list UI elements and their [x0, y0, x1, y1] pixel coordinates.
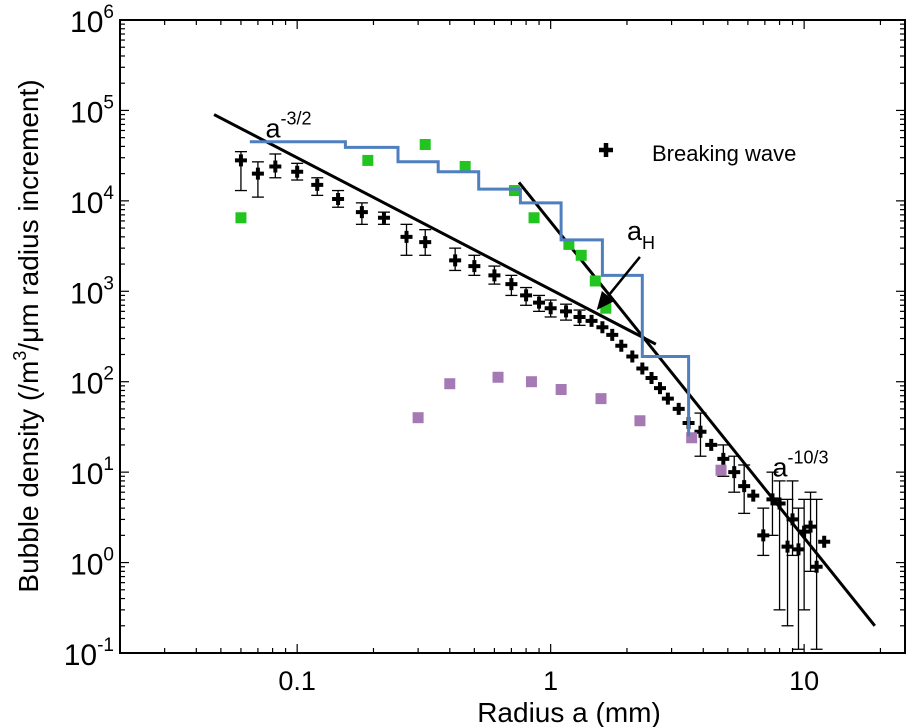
data-point [600, 302, 612, 314]
data-point [251, 167, 264, 180]
data-point [645, 371, 658, 384]
legend-label: Breaking wave [652, 141, 796, 166]
data-layer [213, 113, 876, 650]
data-point [235, 212, 247, 224]
y-tick-label: 102 [70, 364, 114, 401]
x-tick-label: 0.1 [278, 666, 316, 696]
data-point [362, 154, 374, 166]
data-point [634, 415, 646, 427]
y-axis-title: Bubble density (/m3/μm radius increment) [10, 79, 44, 592]
fit-line [213, 113, 657, 346]
data-point [573, 310, 586, 323]
annotation-arrow [607, 256, 641, 297]
data-point [400, 230, 413, 243]
data-point [560, 305, 573, 318]
x-tick-label: 1 [543, 666, 558, 696]
data-point [563, 238, 575, 250]
x-axis-title: Radius a (mm) [477, 697, 661, 727]
data-point [792, 543, 805, 556]
data-point [377, 211, 390, 224]
data-point [589, 275, 601, 287]
data-point [332, 192, 345, 205]
data-point [528, 212, 540, 224]
data-point [804, 520, 817, 533]
data-point [661, 392, 674, 405]
data-point [355, 206, 368, 219]
data-point [626, 350, 639, 363]
axis-ticks [119, 20, 905, 654]
legend-marker [599, 143, 613, 157]
data-point [672, 402, 685, 415]
data-point [773, 497, 786, 510]
data-point [818, 535, 831, 548]
data-point [419, 236, 432, 249]
data-point [412, 412, 424, 424]
data-point [488, 269, 501, 282]
data-point [596, 321, 609, 334]
y-tick-label: 104 [70, 183, 114, 220]
data-point [738, 480, 751, 493]
data-point [505, 278, 518, 291]
y-tick-label: 101 [70, 454, 114, 491]
data-point [705, 438, 718, 451]
data-point [234, 154, 247, 167]
data-point [544, 302, 557, 315]
data-point [715, 464, 727, 476]
data-point [798, 525, 811, 538]
data-point [728, 466, 741, 479]
annotation-label: a-3/2 [266, 109, 312, 144]
data-point [585, 314, 598, 327]
data-point [615, 339, 628, 352]
data-point [533, 296, 546, 309]
y-tick-label: 103 [70, 273, 114, 310]
data-point [575, 249, 587, 261]
data-point [686, 432, 698, 444]
x-tick-label: 10 [789, 666, 819, 696]
data-point [269, 160, 282, 173]
data-point [555, 384, 567, 396]
y-tick-label: 100 [70, 545, 114, 582]
plot-frame [119, 19, 906, 654]
data-point [492, 371, 504, 383]
data-point [468, 260, 481, 273]
data-point [311, 178, 324, 191]
data-point [810, 560, 823, 573]
data-point [717, 452, 730, 465]
label-layer: 0.1 1 10 106 105 104 103 102 101 100 10-1 Radius a … [10, 2, 829, 727]
step-line [249, 140, 691, 437]
data-point [595, 393, 607, 405]
data-point [636, 362, 649, 375]
data-point [781, 540, 794, 553]
data-point [525, 376, 537, 388]
data-point [444, 378, 456, 390]
y-tick-label: 105 [70, 92, 114, 129]
data-point [459, 160, 471, 172]
arrow-head [596, 291, 615, 311]
y-tick-label: 10-1 [64, 635, 114, 672]
data-point [766, 493, 779, 506]
data-point [694, 425, 707, 438]
data-point [520, 289, 533, 302]
data-point [653, 382, 666, 395]
data-point [449, 254, 462, 267]
annotation-label: aH [627, 216, 655, 253]
y-tick-label: 106 [70, 2, 114, 39]
data-point [786, 513, 799, 526]
data-point [747, 489, 760, 502]
data-point [291, 165, 304, 178]
annotation-label: a-10/3 [772, 447, 828, 482]
data-point [606, 328, 619, 341]
data-point [419, 138, 431, 150]
